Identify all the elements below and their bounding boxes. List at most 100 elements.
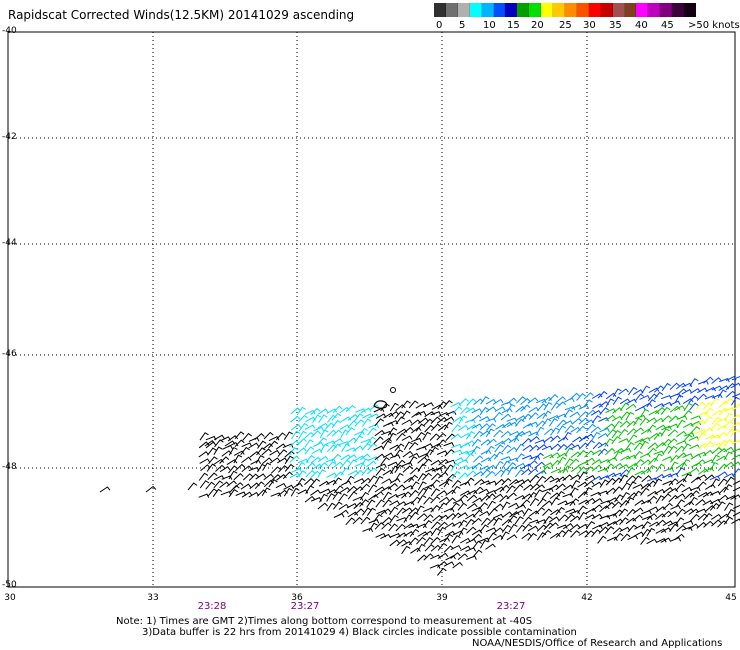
wind-barb <box>478 488 490 494</box>
wind-barb <box>471 529 483 536</box>
wind-barb <box>492 493 504 500</box>
wind-barb <box>563 409 574 418</box>
wind-barb <box>577 523 589 530</box>
wind-barb <box>403 501 415 506</box>
wind-barb <box>655 463 665 472</box>
wind-barb <box>598 417 609 422</box>
wind-barb <box>345 475 355 485</box>
wind-barb <box>403 476 415 484</box>
wind-barb <box>443 507 455 513</box>
color-swatch <box>672 3 685 17</box>
wind-barb <box>438 411 450 417</box>
wind-barb <box>654 488 666 495</box>
wind-barb <box>730 422 740 429</box>
wind-barb <box>304 409 316 415</box>
wind-barb <box>522 523 533 532</box>
wind-barb <box>536 412 548 420</box>
color-swatch <box>481 3 494 17</box>
wind-barb <box>506 485 516 494</box>
wind-barb <box>732 468 740 477</box>
wind-barb <box>333 485 344 494</box>
wind-barb <box>338 441 350 446</box>
wind-barb <box>305 455 315 464</box>
wind-barb <box>676 388 687 396</box>
wind-barb <box>528 406 540 413</box>
wind-barb <box>347 511 359 518</box>
wind-barb <box>627 462 639 469</box>
wind-barb <box>416 523 427 529</box>
wind-barb <box>340 480 352 486</box>
wind-barb <box>527 397 539 404</box>
wind-barb <box>254 481 265 490</box>
wind-barb <box>635 406 646 412</box>
wind-barb <box>583 433 594 440</box>
wind-barb <box>646 480 657 488</box>
wind-barb <box>598 521 610 528</box>
wind-barb <box>604 463 615 471</box>
wind-barb <box>401 410 411 419</box>
wind-barb <box>289 455 300 463</box>
wind-barb <box>326 429 337 438</box>
wind-barb <box>443 421 453 431</box>
wind-barb <box>411 411 422 418</box>
wind-barb <box>612 396 622 405</box>
wind-barb <box>403 441 413 451</box>
wind-barb <box>555 396 566 404</box>
scale-label: 10 <box>483 20 496 31</box>
wind-barb <box>401 491 412 499</box>
wind-barb <box>730 382 740 389</box>
wind-barb <box>450 462 460 472</box>
wind-barb <box>296 461 306 471</box>
wind-barb <box>492 513 504 519</box>
wind-barb <box>633 450 643 459</box>
wind-barb <box>320 488 331 494</box>
wind-barb <box>583 480 595 488</box>
wind-barb <box>317 422 329 429</box>
wind-barb <box>373 436 384 444</box>
wind-barb <box>361 418 372 427</box>
wind-barb <box>290 424 302 431</box>
wind-barb <box>550 435 561 443</box>
wind-barb <box>401 541 413 547</box>
wind-barb <box>529 444 540 452</box>
wind-barb <box>380 457 390 466</box>
wind-barb <box>620 491 630 501</box>
credit-line: NOAA/NESDIS/Office of Research and Appli… <box>472 638 723 649</box>
wind-barb <box>213 458 225 465</box>
wind-barb <box>389 478 401 484</box>
wind-barb <box>682 473 692 483</box>
wind-barb <box>585 409 597 417</box>
wind-barb <box>304 439 314 448</box>
wind-barb <box>534 461 545 469</box>
wind-barb <box>717 494 729 502</box>
wind-barb <box>555 506 565 516</box>
wind-barb <box>723 461 735 469</box>
wind-barb <box>723 397 734 405</box>
wind-barb <box>513 484 524 493</box>
wind-barb <box>597 490 609 495</box>
wind-barb <box>584 475 596 481</box>
wind-barb <box>634 470 646 476</box>
wind-barb <box>220 490 232 496</box>
wind-barb <box>555 490 565 500</box>
wind-barb <box>569 411 581 418</box>
lon-label: 39 <box>436 593 448 603</box>
wind-barb <box>401 461 413 467</box>
wind-barb <box>648 410 660 416</box>
wind-barb <box>705 386 717 393</box>
wind-barb <box>436 439 447 447</box>
wind-barb <box>362 507 372 516</box>
wind-barb <box>373 491 384 498</box>
wind-barb <box>487 517 498 526</box>
wind-barb <box>473 486 484 494</box>
wind-barb <box>640 499 652 505</box>
wind-barb <box>465 431 476 440</box>
scale-label: 45 <box>661 20 674 31</box>
wind-barb <box>432 514 443 522</box>
wind-barb <box>445 473 457 482</box>
wind-barb <box>688 467 700 474</box>
wind-barb <box>436 561 448 568</box>
wind-barb <box>695 459 706 467</box>
wind-barb <box>228 489 238 498</box>
wind-barb <box>389 500 400 506</box>
